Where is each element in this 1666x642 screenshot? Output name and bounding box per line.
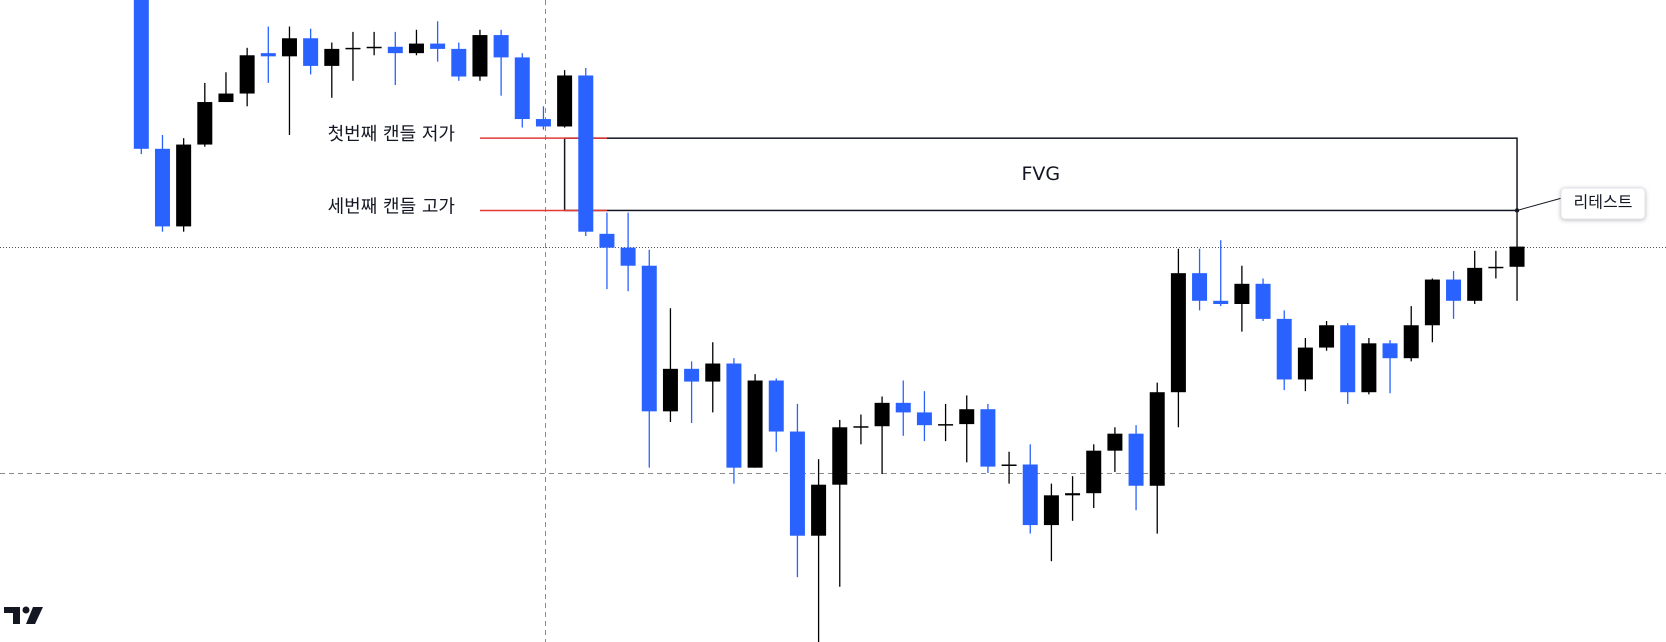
fvg-box — [563, 137, 1518, 212]
candle-body — [430, 43, 446, 49]
candle-body — [535, 119, 551, 127]
candle-body — [557, 75, 573, 127]
candle-body — [811, 484, 827, 536]
logo-part — [4, 607, 20, 624]
candle-body — [239, 55, 255, 94]
candle-body — [514, 57, 530, 120]
candle-body — [959, 409, 975, 425]
candle-body — [408, 43, 424, 54]
candle-body — [1107, 433, 1123, 451]
candle-body — [726, 363, 742, 468]
candle-body — [1276, 318, 1292, 380]
candle-body — [303, 38, 319, 66]
candle-body — [472, 35, 488, 77]
candle-body — [895, 402, 911, 413]
logo-part — [22, 606, 30, 614]
candle-body — [176, 144, 192, 227]
candle-body — [1382, 343, 1398, 359]
candle-body — [1213, 300, 1229, 304]
candle-body — [366, 46, 382, 49]
candle-body — [1361, 343, 1377, 393]
retest-box — [1560, 187, 1646, 220]
retest-pointer — [1516, 197, 1563, 211]
candle-body — [324, 48, 340, 66]
candle-body — [832, 427, 848, 485]
candle-body — [1149, 392, 1165, 486]
candle-body — [684, 368, 700, 382]
candle-body — [1319, 325, 1335, 348]
candle-body — [747, 380, 763, 468]
fvg-label: FVG — [1021, 163, 1060, 185]
candle-body — [1022, 464, 1038, 526]
candle-body — [916, 412, 932, 426]
candle-body — [641, 265, 657, 412]
candle-body — [451, 48, 467, 77]
candle-body — [345, 47, 361, 50]
candle-body — [1001, 464, 1017, 466]
candle-body — [218, 93, 234, 103]
candle-body — [493, 35, 509, 58]
candle-body — [1086, 450, 1102, 494]
candle-body — [980, 409, 996, 467]
candle-body — [938, 424, 954, 426]
third-candle-high-label: 세번째 캔들 고가 — [328, 196, 455, 217]
candle-body — [578, 75, 594, 232]
candle-body — [260, 53, 276, 57]
candle-body — [768, 380, 784, 432]
candle-body — [1065, 493, 1081, 496]
candle-body — [1128, 433, 1144, 486]
candle-body — [1192, 273, 1208, 301]
candle-body — [1043, 495, 1059, 526]
candle-body — [1297, 347, 1313, 380]
tradingview-logo — [4, 606, 43, 624]
candle-body — [662, 368, 678, 412]
candle-body — [789, 431, 805, 536]
candle-body — [1340, 325, 1356, 393]
candle-body — [1255, 283, 1271, 319]
candle-body — [705, 363, 721, 382]
candle-body — [1234, 283, 1250, 304]
candle-body — [387, 46, 403, 54]
candle-body — [1467, 267, 1483, 301]
candle-body — [281, 38, 297, 57]
candle-body — [154, 148, 170, 227]
candle-body — [1403, 325, 1419, 359]
candle-body — [853, 426, 869, 428]
candle-body — [197, 102, 213, 145]
logo-part — [26, 607, 43, 624]
candle-body — [599, 233, 615, 248]
candle-body — [1446, 279, 1462, 301]
candle-body — [874, 402, 890, 427]
retest-label: 리테스트 — [1574, 193, 1633, 212]
candle-body — [1424, 279, 1440, 326]
candle-body — [133, 0, 149, 149]
first-candle-low-label: 첫번째 캔들 저가 — [328, 124, 455, 145]
candle-body — [1170, 273, 1186, 393]
candle-body — [1509, 246, 1525, 267]
candle-body — [1488, 266, 1504, 269]
candle-body — [620, 247, 636, 266]
